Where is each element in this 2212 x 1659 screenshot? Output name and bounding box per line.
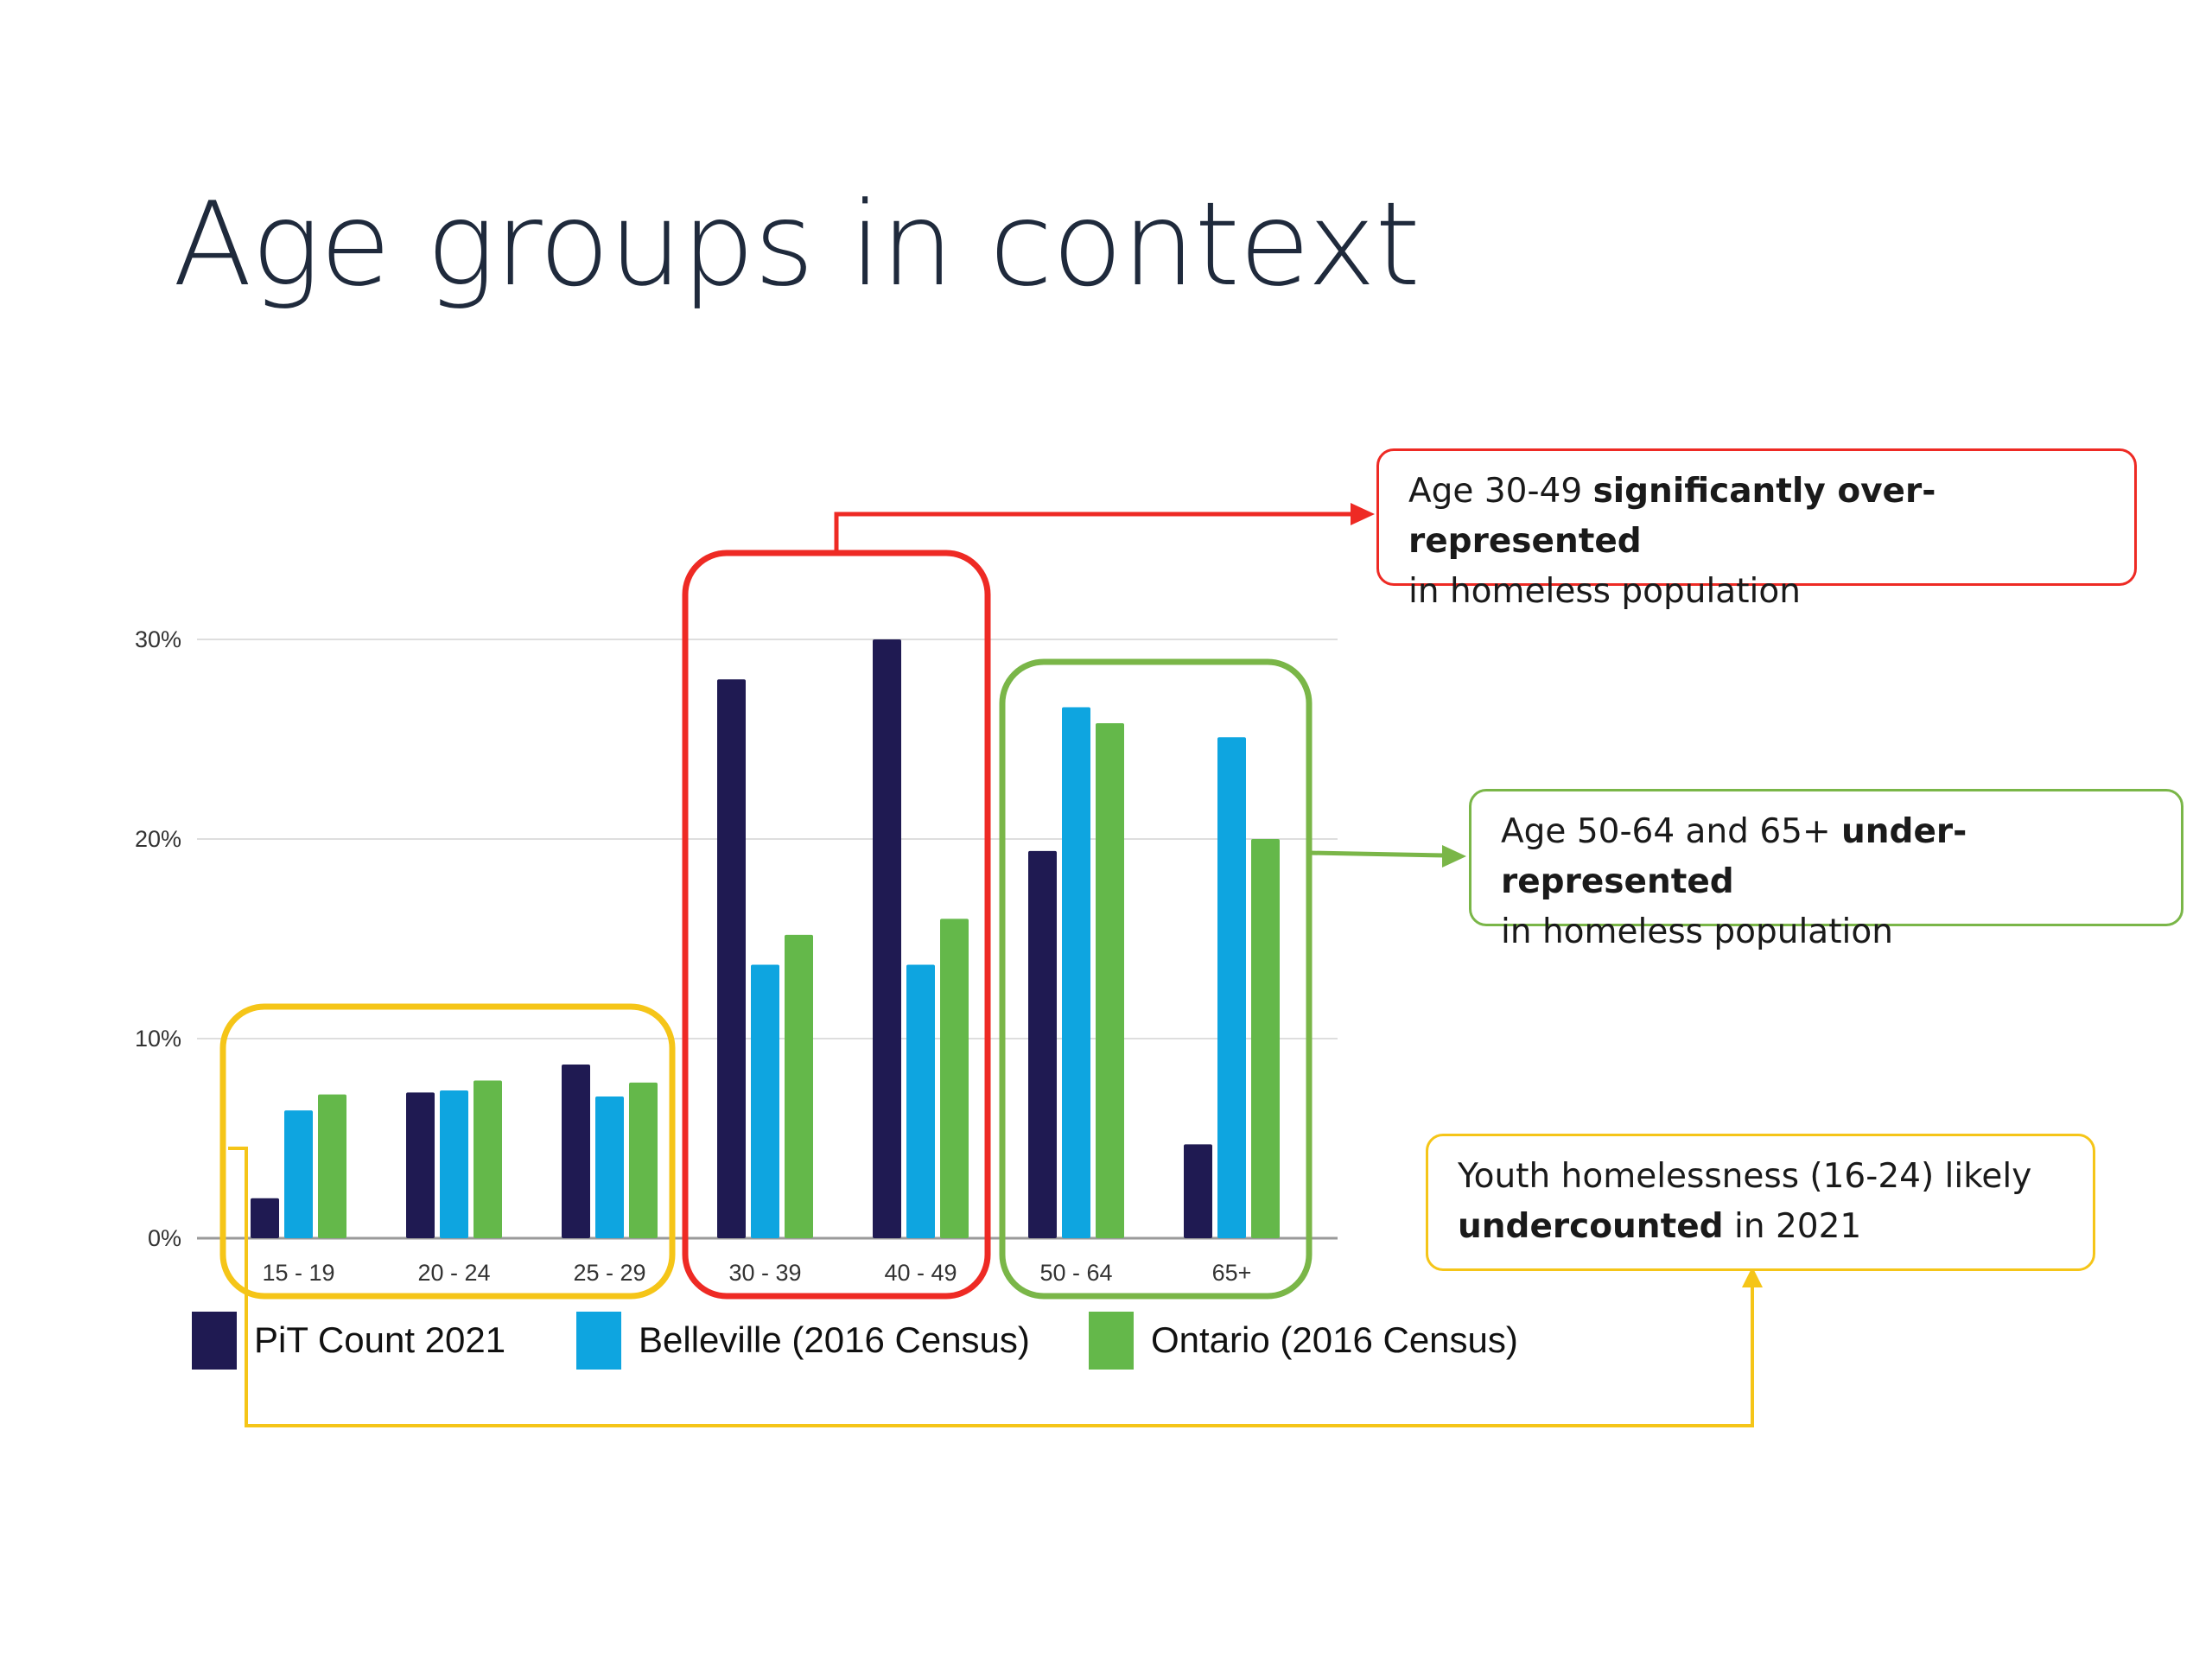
bar (1028, 850, 1057, 1238)
bar (906, 964, 935, 1238)
bar (940, 918, 969, 1238)
bar (785, 934, 813, 1238)
bar (562, 1065, 590, 1238)
bar (751, 964, 779, 1238)
callout-under-represented: Age 50-64 and 65+ under-represented in h… (1469, 789, 2183, 951)
legend-label: Ontario (2016 Census) (1151, 1319, 1518, 1360)
x-tick-label: 15 - 19 (262, 1260, 334, 1286)
bar (474, 1080, 502, 1238)
callout-yellow-bold: undercounted (1458, 1207, 1724, 1246)
bars (251, 639, 1280, 1238)
callout-undercounted: Youth homelessness (16-24) likely underc… (1426, 1134, 2095, 1271)
bar (1062, 707, 1090, 1238)
bar (873, 639, 901, 1238)
slide-title: Age groups in context (173, 177, 1421, 312)
callout-green-pre: Age 50-64 and 65+ (1501, 812, 1842, 851)
callout-red-post: in homeless population (1408, 572, 1801, 611)
x-tick-label: 20 - 24 (417, 1260, 490, 1286)
bar (1251, 839, 1280, 1238)
legend-swatch (192, 1312, 237, 1370)
highlight-box-50-plus (999, 658, 1313, 1300)
bar (406, 1092, 435, 1238)
connector-red (834, 512, 1354, 553)
bar (1184, 1144, 1212, 1238)
bar (318, 1094, 346, 1238)
legend: PiT Count 2021 Belleville (2016 Census) On… (192, 1312, 1518, 1370)
callout-green-bold: under-represented (1501, 812, 1967, 901)
legend-swatch (1089, 1312, 1134, 1370)
y-tick-label: 30% (135, 626, 181, 652)
callout-red-bold: significantly over-represented (1408, 472, 1936, 561)
x-tick-label: 65+ (1212, 1260, 1252, 1286)
arrowhead-green (1442, 845, 1466, 868)
x-tick-label: 30 - 39 (728, 1260, 801, 1286)
bar (595, 1096, 624, 1238)
callout-over-represented: Age 30-49 significantly over-represented… (1376, 448, 2137, 611)
connector-green (1308, 850, 1446, 858)
legend-swatch (576, 1312, 621, 1370)
bar (629, 1082, 658, 1238)
callout-green-post: in homeless population (1501, 912, 1893, 951)
arrowhead-red (1351, 503, 1375, 525)
legend-label: PiT Count 2021 (254, 1319, 505, 1360)
arrowhead-yellow (1742, 1267, 1763, 1287)
connector-yellow (228, 1147, 1754, 1427)
bar (1217, 737, 1246, 1238)
y-tick-label: 10% (135, 1026, 181, 1052)
y-tick-label: 0% (148, 1225, 181, 1251)
callout-yellow-post: in 2021 (1723, 1207, 1862, 1246)
x-tick-label: 50 - 64 (1039, 1260, 1112, 1286)
bar (251, 1198, 279, 1238)
bar (284, 1110, 313, 1238)
bar (1096, 723, 1124, 1238)
connectors (228, 503, 1763, 1427)
bar (717, 679, 746, 1238)
bar (440, 1090, 468, 1238)
callout-yellow-pre: Youth homelessness (16-24) likely (1458, 1157, 2032, 1196)
x-tick-label: 25 - 29 (573, 1260, 645, 1286)
x-tick-label: 40 - 49 (884, 1260, 957, 1286)
highlight-box-youth (219, 1003, 676, 1300)
y-axis-ticks: 0% 10% 20% 30% (135, 626, 181, 1251)
callout-red-pre: Age 30-49 (1408, 472, 1593, 511)
y-tick-label: 20% (135, 826, 181, 852)
legend-label: Belleville (2016 Census) (639, 1319, 1030, 1360)
x-axis-ticks: 15 - 19 20 - 24 25 - 29 30 - 39 40 - 49 50 - … (262, 1260, 1251, 1286)
